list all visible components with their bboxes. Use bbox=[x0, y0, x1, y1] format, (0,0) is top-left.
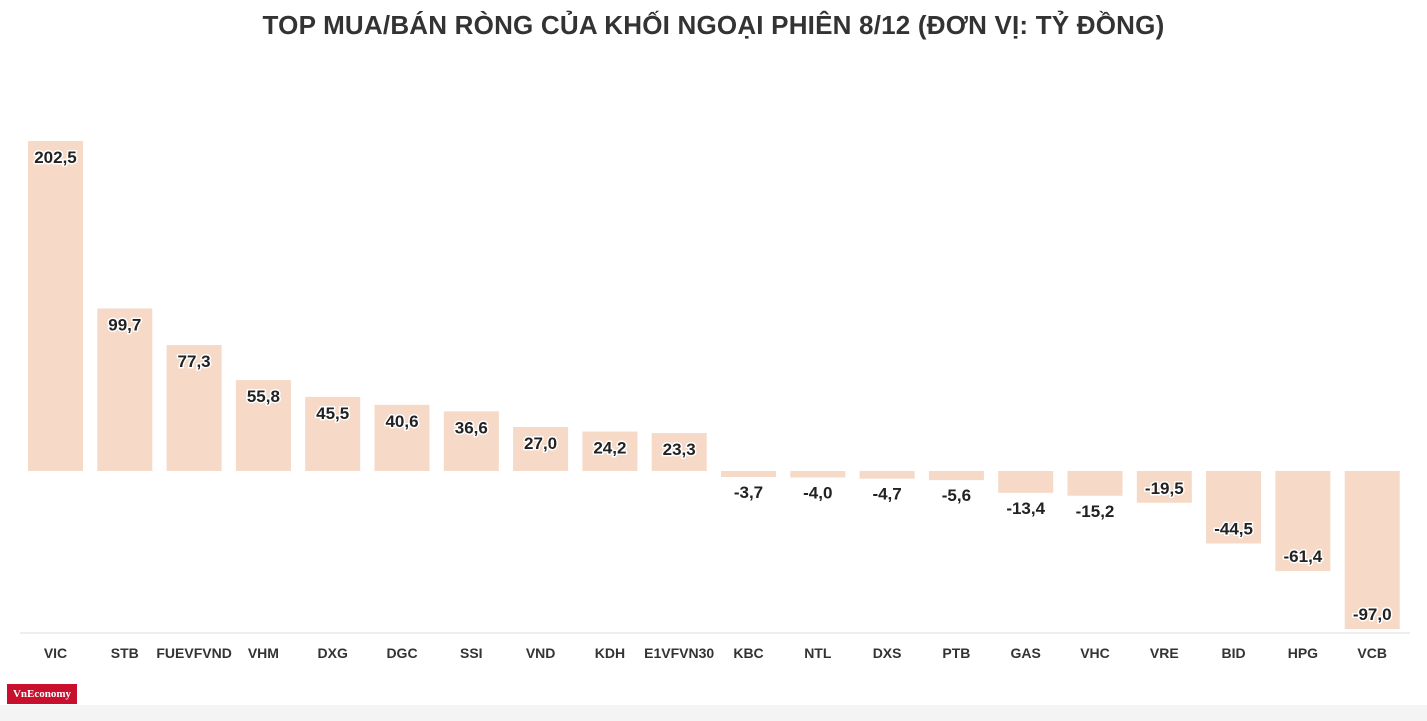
value-label-vnd: 27,0 bbox=[524, 434, 557, 453]
bar-vnd bbox=[513, 427, 569, 471]
category-label-hpg: HPG bbox=[1288, 645, 1318, 661]
bar-ssi bbox=[443, 411, 499, 471]
category-label-gas: GAS bbox=[1011, 645, 1041, 661]
value-label-kbc: -3,7 bbox=[734, 483, 763, 502]
value-label-gas: -13,4 bbox=[1006, 499, 1045, 518]
category-label-vic: VIC bbox=[44, 645, 67, 661]
bar-dxs bbox=[859, 471, 915, 479]
value-label-stb: 99,7 bbox=[108, 316, 141, 335]
bar-vic bbox=[28, 141, 83, 471]
bar-e1vfvn30 bbox=[651, 433, 707, 471]
bar-vre bbox=[1136, 471, 1192, 503]
category-label-dxs: DXS bbox=[873, 645, 902, 661]
value-label-hpg: -61,4 bbox=[1284, 547, 1323, 566]
value-label-e1vfvn30: 23,3 bbox=[663, 440, 696, 459]
bar-vhc bbox=[1067, 471, 1123, 496]
bar-ptb bbox=[928, 471, 984, 481]
value-label-vic: 202,5 bbox=[34, 148, 77, 167]
category-label-bid: BID bbox=[1222, 645, 1246, 661]
category-label-kbc: KBC bbox=[733, 645, 763, 661]
bar-kbc bbox=[721, 471, 776, 478]
value-label-ssi: 36,6 bbox=[455, 418, 488, 437]
category-label-vcb: VCB bbox=[1357, 645, 1387, 661]
bar-vhm bbox=[235, 380, 291, 471]
bar-vcb bbox=[1344, 471, 1400, 630]
bar-kdh bbox=[582, 431, 638, 471]
category-label-vnd: VND bbox=[526, 645, 556, 661]
value-label-bid: -44,5 bbox=[1214, 520, 1253, 539]
value-label-fuevfvnd: 77,3 bbox=[178, 352, 211, 371]
value-label-vre: -19,5 bbox=[1145, 479, 1184, 498]
category-label-ssi: SSI bbox=[460, 645, 483, 661]
bar-fuevfvnd bbox=[166, 345, 222, 471]
vneconomy-logo: VnEconomy bbox=[7, 684, 77, 704]
category-label-dgc: DGC bbox=[386, 645, 417, 661]
bar-chart: 202,5 99,7 77,3 55,8 45,5 40,6 36,6 27,0 24,2 23,… bbox=[20, 141, 1410, 661]
category-label-dxg: DXG bbox=[318, 645, 348, 661]
category-label-vhc: VHC bbox=[1080, 645, 1110, 661]
value-label-vcb: -97,0 bbox=[1353, 605, 1392, 624]
category-label-ntl: NTL bbox=[804, 645, 832, 661]
value-label-kdh: 24,2 bbox=[593, 439, 626, 458]
footer-band bbox=[0, 705, 1427, 721]
category-label-fuevfvnd: FUEVFVND bbox=[156, 645, 231, 661]
category-label-ptb: PTB bbox=[942, 645, 970, 661]
chart-title: TOP MUA/BÁN RÒNG CỦA KHỐI NGOẠI PHIÊN 8/… bbox=[262, 10, 1165, 40]
value-label-vhc: -15,2 bbox=[1076, 502, 1115, 521]
category-label-kdh: KDH bbox=[595, 645, 625, 661]
category-label-vhm: VHM bbox=[248, 645, 279, 661]
category-labels-group: VIC STB FUEVFVND VHM DXG DGC SSI VND KDH E1VFVN30… bbox=[44, 645, 1387, 661]
value-label-ptb: -5,6 bbox=[942, 486, 971, 505]
bars-group bbox=[28, 141, 1400, 630]
bar-bid bbox=[1206, 471, 1262, 544]
bar-dgc bbox=[374, 404, 430, 471]
value-label-dxg: 45,5 bbox=[316, 404, 349, 423]
value-labels-group: 202,5 99,7 77,3 55,8 45,5 40,6 36,6 27,0 24,2 23,… bbox=[33, 147, 1393, 626]
value-label-dxs: -4,7 bbox=[872, 485, 901, 504]
category-label-stb: STB bbox=[111, 645, 139, 661]
bar-hpg bbox=[1275, 471, 1331, 572]
category-label-vre: VRE bbox=[1150, 645, 1179, 661]
bar-dxg bbox=[305, 396, 361, 471]
bar-stb bbox=[97, 308, 153, 471]
value-label-dgc: 40,6 bbox=[385, 412, 418, 431]
value-label-vhm: 55,8 bbox=[247, 387, 280, 406]
bar-ntl bbox=[790, 471, 846, 478]
category-label-e1vfvn30: E1VFVN30 bbox=[644, 645, 714, 661]
bar-gas bbox=[998, 471, 1054, 493]
value-label-ntl: -4,0 bbox=[803, 484, 832, 503]
